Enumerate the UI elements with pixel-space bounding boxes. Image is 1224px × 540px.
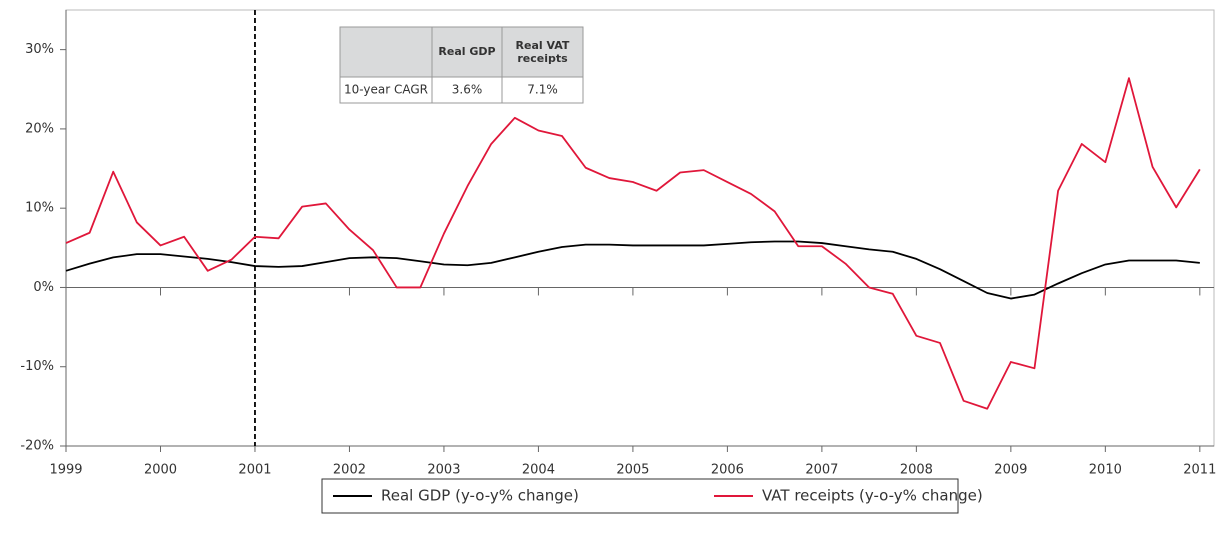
y-tick-label: -20% <box>20 439 54 454</box>
table-header: Real VAT receipts <box>516 39 570 65</box>
x-tick-label: 2011 <box>1183 463 1216 478</box>
plot-frame <box>65 9 1215 447</box>
legend-box <box>321 478 959 514</box>
series-line <box>65 240 1200 300</box>
table-cell: 3.6% <box>452 83 483 97</box>
y-tick-label: 10% <box>25 201 54 216</box>
x-tick-label: 2002 <box>333 463 366 478</box>
legend: Real GDP (y-o-y% change) VAT receipts (y-… <box>321 478 983 514</box>
x-tick-label: 2010 <box>1089 463 1122 478</box>
x-tick-label: 2000 <box>144 463 177 478</box>
y-tick-label: -10% <box>20 359 54 374</box>
table-border <box>339 26 584 104</box>
x-tick-label: 1999 <box>49 463 82 478</box>
x-tick-label: 2009 <box>994 463 1027 478</box>
summary-table: Real GDP Real VAT receipts 10-year CAGR 3.6%… <box>339 26 584 104</box>
x-tick-label: 2001 <box>238 463 271 478</box>
x-tick-label: 2008 <box>900 463 933 478</box>
y-tick-label: 0% <box>33 280 54 295</box>
x-tick-label: 2005 <box>616 463 649 478</box>
y-tick-label: 20% <box>25 121 54 136</box>
series-line <box>65 77 1201 410</box>
legend-label: VAT receipts (y-o-y% change) <box>762 487 983 505</box>
x-tick-label: 2006 <box>711 463 744 478</box>
table-cell: 7.1% <box>527 83 558 97</box>
y-tick-label: 30% <box>25 42 54 57</box>
table-header-bg <box>340 27 583 77</box>
table-header: Real GDP <box>438 45 495 58</box>
table-cell: 10-year CAGR <box>344 83 428 97</box>
x-tick-label: 2003 <box>427 463 460 478</box>
x-tick-label: 2007 <box>805 463 838 478</box>
legend-label: Real GDP (y-o-y% change) <box>381 487 579 505</box>
x-tick-label: 2004 <box>522 463 555 478</box>
